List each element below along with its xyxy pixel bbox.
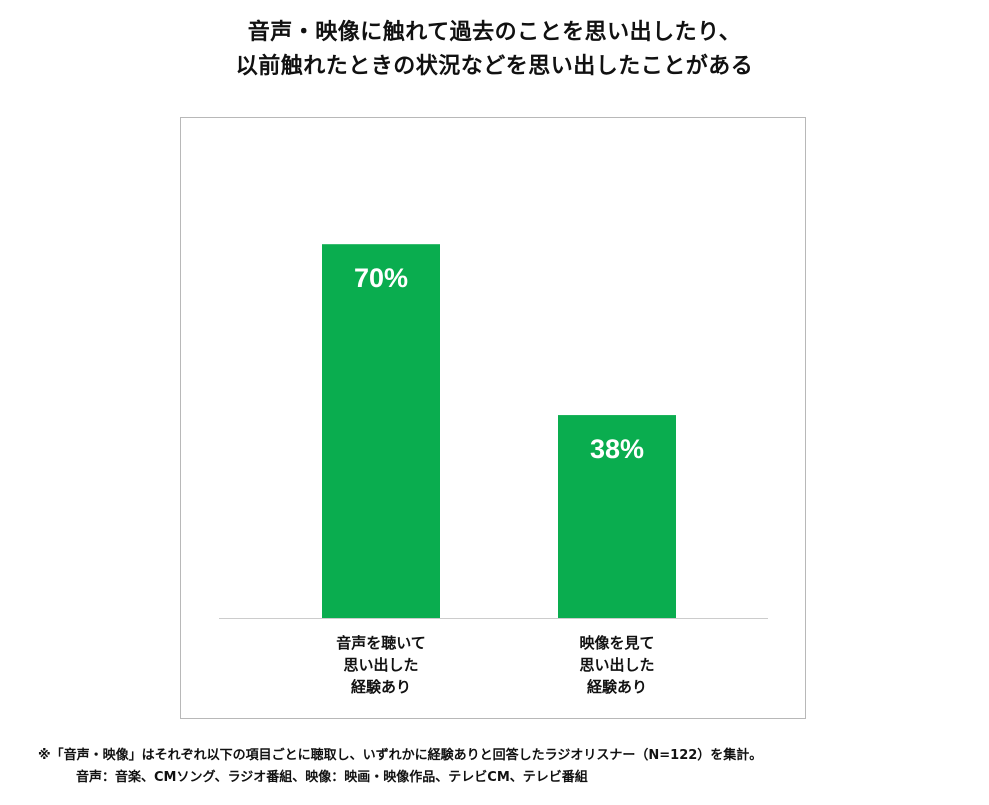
footnote-line-1: ※「音声・映像」はそれぞれ以下の項目ごとに聴取し、いずれかに経験ありと回答したラ… xyxy=(38,748,763,763)
chart-title-line-1: 音声・映像に触れて過去のことを思い出したり、 xyxy=(247,20,742,45)
category-label-2-line-3: 経験あり xyxy=(587,678,647,696)
footnote-line-2: 音声：音楽、CMソング、ラジオ番組、映像：映画・映像作品、テレビCM、テレビ番組 xyxy=(76,770,588,785)
category-label-1-line-3: 経験あり xyxy=(351,678,411,696)
category-label-1-line-2: 思い出した xyxy=(343,656,418,674)
bar-2 xyxy=(558,415,676,618)
chart-title: 音声・映像に触れて過去のことを思い出したり、 以前触れたときの状況などを思い出し… xyxy=(0,16,989,84)
category-label-2-line-1: 映像を見て xyxy=(579,634,654,652)
data-label-2: 38% xyxy=(590,434,644,464)
bar-1 xyxy=(322,244,440,618)
data-label-1: 70% xyxy=(354,263,408,293)
chart-frame xyxy=(180,117,806,719)
category-label-2-line-2: 思い出した xyxy=(579,656,654,674)
footnote: ※「音声・映像」はそれぞれ以下の項目ごとに聴取し、いずれかに経験ありと回答したラ… xyxy=(38,745,762,789)
chart-title-line-2: 以前触れたときの状況などを思い出したことがある xyxy=(235,54,754,79)
category-label-1-line-1: 音声を聴いて xyxy=(336,634,426,652)
